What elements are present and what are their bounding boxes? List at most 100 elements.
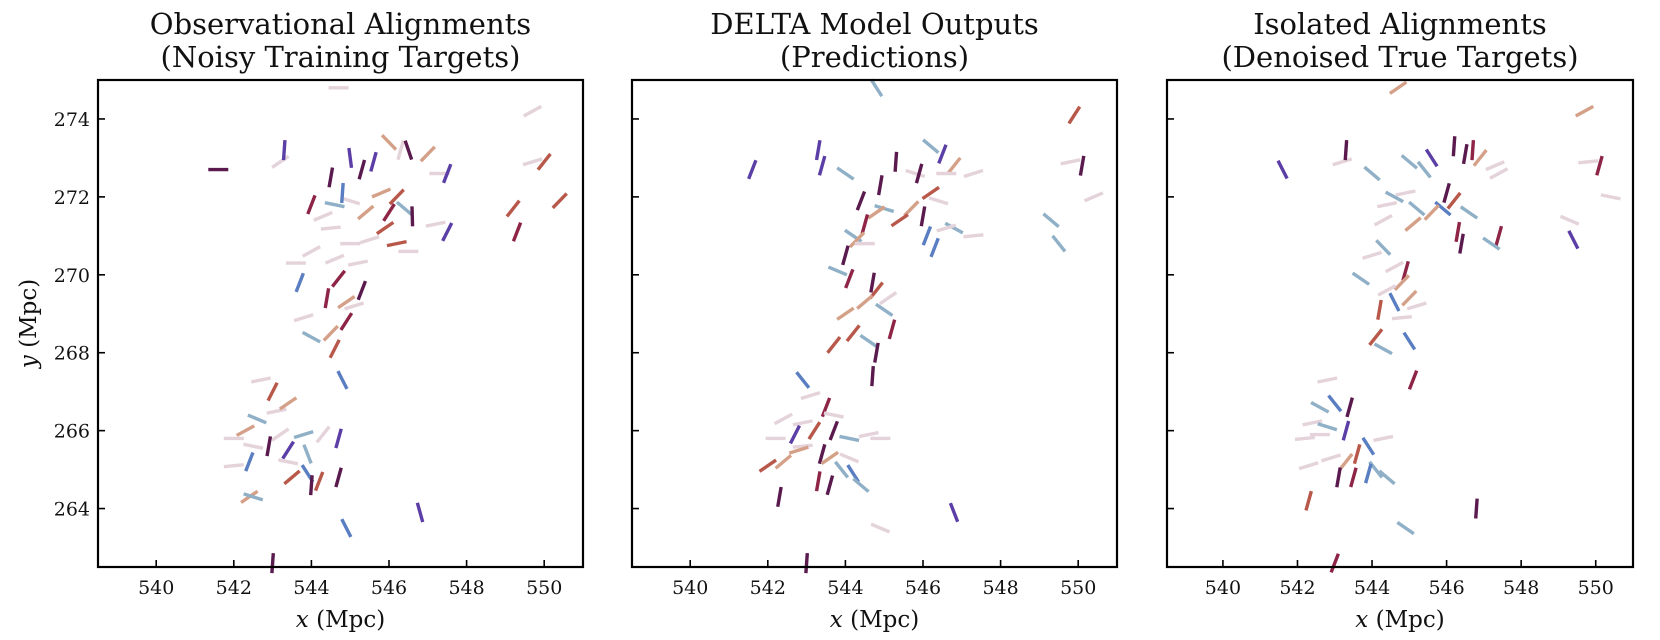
alignment-segment — [419, 145, 436, 163]
alignment-segment — [1567, 230, 1580, 250]
alignment-segment — [844, 268, 855, 289]
alignment-segment — [505, 199, 521, 218]
alignment-segment — [860, 214, 870, 235]
alignment-segment — [1393, 274, 1411, 291]
panel-title-line: (Predictions) — [780, 40, 969, 74]
alignment-segment — [235, 424, 256, 437]
alignment-segment — [1482, 236, 1501, 251]
x-tick-label: 542 — [216, 577, 252, 599]
alignment-segment — [1384, 260, 1404, 274]
alignment-segment — [536, 152, 552, 171]
alignment-segment — [336, 370, 349, 390]
alignment-segment — [1298, 461, 1319, 471]
alignment-segment — [836, 166, 855, 181]
alignment-segment — [301, 330, 321, 344]
alignment-segment — [776, 486, 783, 508]
alignment-segment — [1083, 191, 1104, 203]
alignment-segment — [1302, 419, 1323, 427]
alignment-segment — [340, 182, 345, 204]
alignment-segment — [1442, 182, 1451, 204]
x-tick-label: 546 — [905, 577, 941, 599]
alignment-segment — [1401, 289, 1418, 307]
alignment-segment — [1320, 453, 1342, 463]
alignment-segment — [792, 419, 813, 427]
alignment-segment — [1078, 155, 1086, 176]
alignment-segment — [788, 445, 809, 455]
alignment-segment — [283, 469, 301, 486]
alignment-segment — [887, 319, 897, 340]
alignment-segment — [1335, 467, 1342, 488]
alignment-segment — [1376, 299, 1383, 321]
alignment-segment — [1276, 159, 1289, 180]
alignment-segment — [281, 140, 287, 161]
alignment-segment — [1474, 498, 1479, 519]
alignment-segment — [1388, 80, 1408, 95]
alignment-segment — [944, 221, 964, 235]
panel-title-line: Isolated Alignments — [1253, 7, 1547, 41]
alignment-segment — [800, 390, 821, 401]
alignment-segment — [823, 411, 844, 419]
alignment-segment — [1332, 157, 1353, 167]
alignment-segment — [551, 192, 568, 210]
alignment-segment — [963, 168, 984, 179]
alignment-segment — [814, 471, 822, 492]
alignment-segment — [1338, 452, 1354, 471]
panel-title-line: (Denoised True Targets) — [1221, 40, 1578, 74]
alignment-segment — [1361, 436, 1376, 456]
alignment-segment — [356, 280, 368, 301]
alignment-segment — [243, 492, 264, 502]
alignment-segment — [369, 151, 378, 172]
alignment-segment — [848, 231, 866, 249]
alignment-segment — [1595, 155, 1604, 176]
alignment-segment — [870, 522, 891, 534]
alignment-segment — [1341, 420, 1351, 441]
alignment-segment — [1067, 105, 1082, 125]
alignment-segment — [833, 460, 850, 479]
x-axis-label: x (Mpc) — [296, 607, 385, 633]
alignment-segment — [1361, 250, 1383, 260]
alignment-segment — [1402, 331, 1417, 351]
alignment-segment — [320, 225, 341, 231]
alignment-segment — [1451, 136, 1457, 157]
y-tick-label: 268 — [54, 343, 90, 365]
alignment-segment — [243, 442, 264, 450]
alignment-segment — [334, 428, 343, 449]
alignment-segment — [306, 194, 317, 215]
alignment-segment — [870, 366, 875, 387]
alignment-segment — [1310, 400, 1330, 414]
alignment-segment — [1329, 553, 1340, 574]
alignment-segment — [1459, 205, 1479, 220]
alignment-segment — [382, 203, 396, 222]
alignment-segment — [836, 306, 855, 321]
alignment-segment — [403, 140, 414, 161]
alignment-segment — [340, 518, 353, 538]
alignment-segment — [1470, 140, 1476, 161]
alignment-segment — [293, 313, 314, 323]
alignment-segment — [322, 324, 339, 342]
alignment-segment — [921, 185, 940, 201]
alignment-segment — [817, 155, 827, 176]
x-tick-label: 540 — [672, 577, 708, 599]
alignment-segment — [347, 259, 369, 267]
alignment-segment — [852, 477, 870, 493]
alignment-segment — [380, 133, 398, 151]
alignment-segment — [1352, 443, 1362, 465]
alignment-segment — [313, 210, 333, 222]
alignment-segment — [1578, 159, 1599, 165]
alignment-segment — [1373, 342, 1393, 356]
alignment-segment — [788, 424, 802, 445]
alignment-segment — [936, 223, 957, 233]
alignment-segment — [331, 269, 347, 288]
axes-frame — [96, 78, 585, 569]
alignment-segment — [873, 342, 880, 363]
alignment-segment — [265, 436, 273, 457]
x-tick-label: 542 — [750, 577, 786, 599]
panel-title-line: (Noisy Training Targets) — [161, 40, 521, 74]
alignment-segment — [1396, 520, 1415, 536]
alignment-segment — [814, 139, 822, 161]
alignment-segment — [250, 376, 272, 384]
alignment-segment — [328, 339, 341, 359]
alignment-segment — [388, 188, 405, 206]
alignment-segment — [1391, 314, 1412, 321]
alignment-segment — [266, 407, 287, 415]
